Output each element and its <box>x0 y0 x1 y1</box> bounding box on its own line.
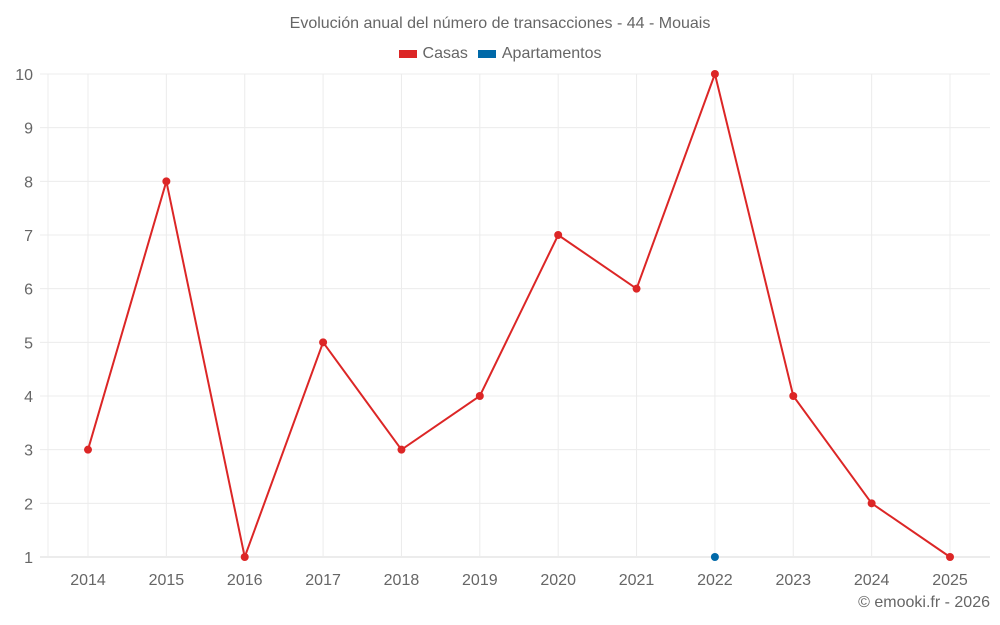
data-point-casas <box>162 177 171 186</box>
y-tick-label: 9 <box>24 121 33 138</box>
y-tick-label: 5 <box>24 335 33 352</box>
data-point-apartamentos <box>710 553 719 561</box>
y-tick-label: 1 <box>24 550 33 567</box>
legend: Casas Apartamentos <box>0 45 1000 63</box>
data-point-casas <box>710 70 719 78</box>
x-tick-label: 2025 <box>932 572 968 589</box>
legend-item-casas[interactable]: Casas <box>398 45 468 63</box>
x-tick-label: 2023 <box>775 572 811 589</box>
y-tick-label: 8 <box>24 174 33 191</box>
x-tick-label: 2024 <box>854 572 890 589</box>
y-tick-label: 10 <box>15 67 33 84</box>
x-tick-label: 2018 <box>384 572 420 589</box>
legend-label-casas: Casas <box>422 45 468 62</box>
y-tick-label: 4 <box>24 389 33 406</box>
data-point-casas <box>84 445 92 454</box>
x-tick-label: 2016 <box>227 572 263 589</box>
legend-item-apartamentos[interactable]: Apartamentos <box>477 45 602 63</box>
data-point-casas <box>397 445 406 454</box>
x-tick-label: 2020 <box>540 572 576 589</box>
legend-swatch-apartamentos <box>477 50 496 58</box>
credit: © emooki.fr - 2026 <box>858 594 990 611</box>
y-tick-label: 3 <box>24 443 33 460</box>
data-point-casas <box>475 392 484 400</box>
y-tick-label: 6 <box>24 282 33 299</box>
data-point-casas <box>946 553 954 561</box>
x-tick-label: 2015 <box>149 572 185 589</box>
x-tick-label: 2022 <box>697 572 733 589</box>
x-tick-label: 2014 <box>70 572 106 589</box>
x-tick-label: 2021 <box>619 572 655 589</box>
y-tick-label: 2 <box>24 496 33 513</box>
data-point-casas <box>319 338 328 347</box>
x-tick-label: 2019 <box>462 572 498 589</box>
chart-title: Evolución anual del número de transaccio… <box>289 15 711 32</box>
data-point-casas <box>789 392 798 400</box>
legend-label-apartamentos: Apartamentos <box>501 45 602 62</box>
y-tick-label: 7 <box>24 228 33 245</box>
data-point-casas <box>632 284 641 293</box>
legend-swatch-casas <box>398 50 417 58</box>
data-point-casas <box>867 499 876 508</box>
series-line-casas <box>87 70 951 561</box>
x-tick-label: 2017 <box>305 572 341 589</box>
data-point-casas <box>554 231 563 239</box>
data-point-casas <box>240 553 249 561</box>
